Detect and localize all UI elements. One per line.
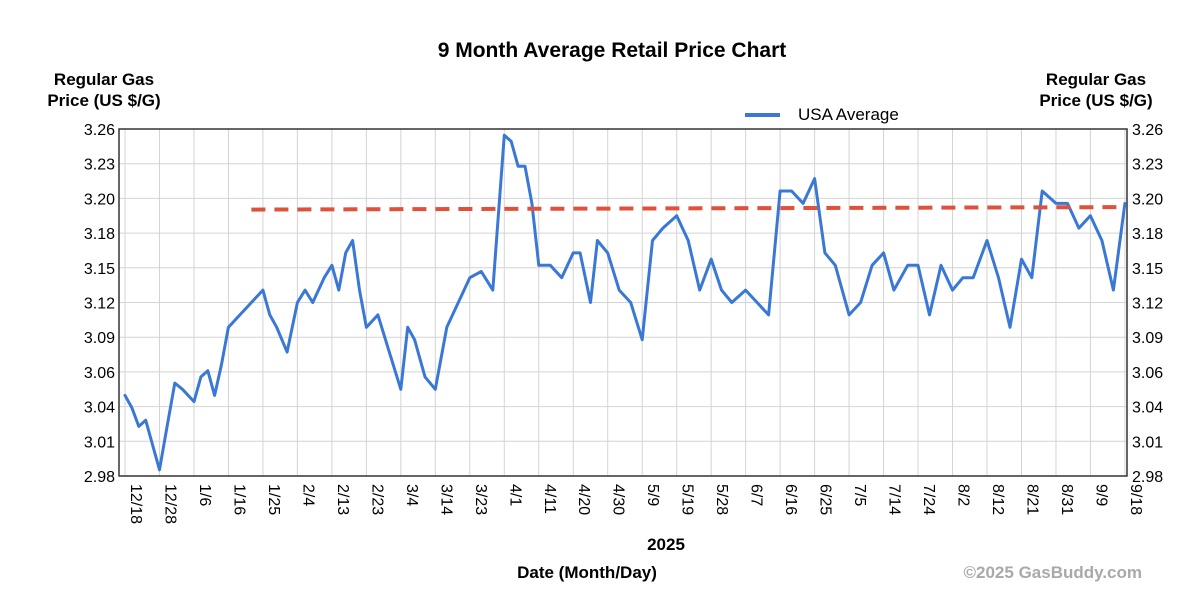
y-tick-label-right: 3.04: [1132, 400, 1163, 417]
y-tick-label-right: 3.26: [1132, 122, 1163, 139]
x-tick-label: 3/14: [437, 484, 454, 515]
x-tick-label: 1/6: [196, 484, 213, 506]
y-tick-label-left: 3.15: [84, 261, 115, 278]
x-tick-label: 8/2: [955, 484, 972, 506]
y-tick-label-right: 3.18: [1132, 226, 1163, 243]
y-tick-label-left: 3.23: [84, 157, 115, 174]
grid: [119, 128, 1127, 477]
y-tick-label-left: 3.01: [84, 434, 115, 451]
y-tick-label-right: 3.06: [1132, 365, 1163, 382]
x-tick-label: 9/18: [1127, 484, 1144, 515]
y-axis-label-right-line2: Price (US $/G): [1039, 91, 1152, 110]
x-tick-label: 7/5: [851, 484, 868, 506]
x-tick-label: 5/19: [679, 484, 696, 515]
x-tick-label: 9/9: [1092, 484, 1109, 506]
y-tick-label-left: 3.06: [84, 365, 115, 382]
y-axis-label-left-line1: Regular Gas: [54, 70, 154, 89]
x-tick-label: 4/30: [610, 484, 627, 515]
x-tick-label: 4/11: [541, 484, 558, 514]
y-tick-label-left: 3.18: [84, 226, 115, 243]
chart-title: 9 Month Average Retail Price Chart: [438, 39, 787, 62]
legend-entry-usa-average: USA Average: [798, 105, 899, 124]
x-tick-label: 8/12: [989, 484, 1006, 515]
x-tick-label: 12/18: [127, 484, 144, 524]
year-label: 2025: [647, 535, 685, 554]
series-layer: [123, 133, 1127, 472]
x-tick-label: 2/13: [334, 484, 351, 515]
y-tick-label-right: 3.12: [1132, 296, 1163, 313]
y-tick-label-right: 3.01: [1132, 434, 1163, 451]
axis-layer: 3.26 3.26 3.23 3.23 3.20 3.20 3.18 3.18 3.15 3.15…: [84, 122, 1163, 524]
x-tick-label: 6/25: [817, 484, 834, 515]
y-tick-label-left: 3.20: [84, 191, 115, 208]
y-tick-label-left: 3.04: [84, 400, 115, 417]
x-tick-label: 6/7: [748, 484, 765, 506]
y-tick-label-right: 3.09: [1132, 330, 1163, 347]
x-tick-label: 2/23: [368, 484, 385, 515]
y-tick-label-right: 2.98: [1132, 469, 1163, 486]
series-line-usa-average: [123, 133, 1127, 472]
y-tick-label-left: 3.09: [84, 330, 115, 347]
x-tick-label: 1/16: [230, 484, 247, 515]
x-tick-label: 8/31: [1058, 484, 1075, 515]
x-tick-label: 2/4: [299, 484, 316, 506]
x-tick-label: 5/28: [713, 484, 730, 515]
copyright-text: ©2025 GasBuddy.com: [964, 563, 1143, 582]
x-tick-label: 4/20: [575, 484, 592, 515]
y-tick-label-left: 2.98: [84, 469, 115, 486]
plot-frame: [118, 128, 1128, 477]
y-tick-label-right: 3.20: [1132, 191, 1163, 208]
y-tick-label-right: 3.15: [1132, 261, 1163, 278]
x-tick-label: 6/16: [782, 484, 799, 515]
x-tick-label: 7/24: [920, 484, 937, 515]
x-tick-label: 7/14: [886, 484, 903, 515]
y-tick-label-right: 3.23: [1132, 157, 1163, 174]
x-tick-label: 4/1: [506, 484, 523, 506]
x-tick-label: 1/25: [265, 484, 282, 515]
y-tick-label-left: 3.12: [84, 296, 115, 313]
x-tick-label: 8/21: [1023, 484, 1040, 515]
x-axis-label: Date (Month/Day): [517, 563, 657, 582]
x-tick-label: 3/23: [472, 484, 489, 515]
y-axis-label-left-line2: Price (US $/G): [47, 91, 160, 110]
dashed-reference-line: [251, 205, 1125, 212]
y-axis-label-right-line1: Regular Gas: [1046, 70, 1146, 89]
x-tick-label: 12/28: [161, 484, 178, 524]
x-tick-label: 5/9: [644, 484, 661, 506]
x-tick-label: 3/4: [403, 484, 420, 506]
y-tick-label-left: 3.26: [84, 122, 115, 139]
